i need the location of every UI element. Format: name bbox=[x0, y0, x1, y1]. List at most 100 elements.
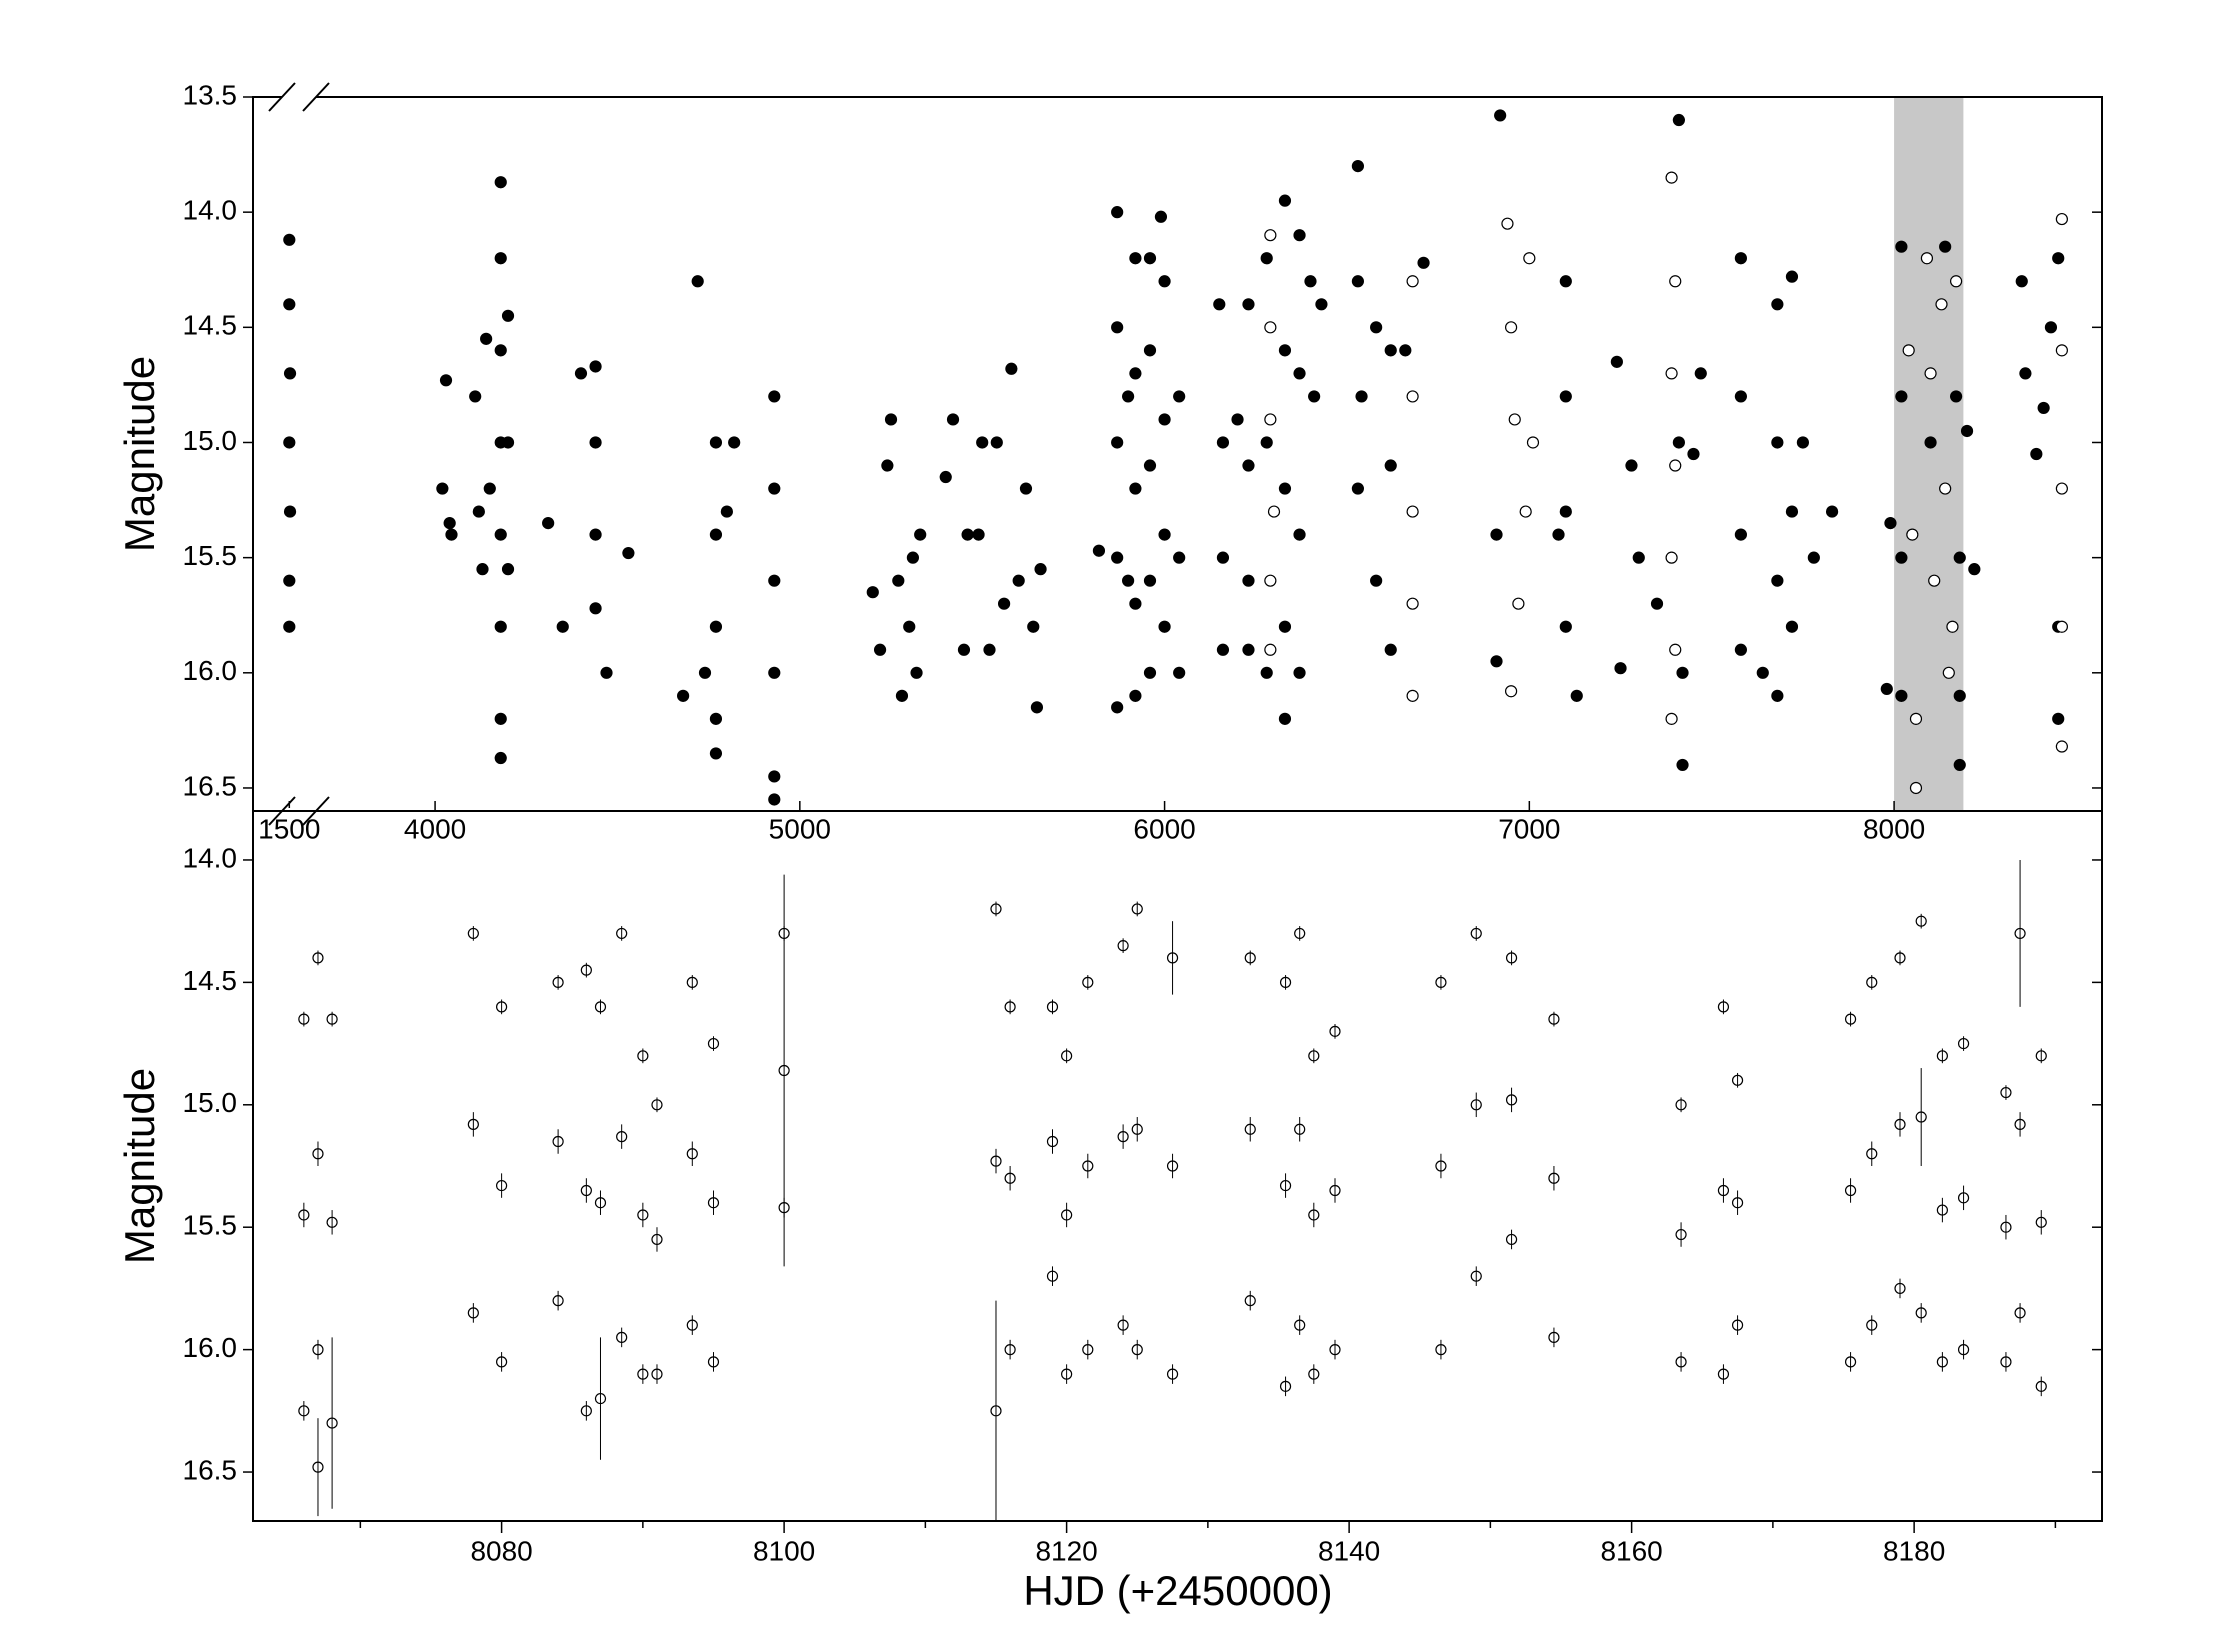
y-tick-label: 14.5 bbox=[183, 965, 238, 996]
data-point bbox=[1294, 927, 1306, 940]
data-point bbox=[1082, 1344, 1094, 1356]
axis-break-mark bbox=[268, 82, 296, 112]
data-point bbox=[1117, 1319, 1129, 1331]
data-point bbox=[707, 1356, 720, 1368]
data-point bbox=[1625, 459, 1638, 472]
data-point bbox=[1278, 620, 1292, 633]
x-tick-label: 5000 bbox=[769, 813, 831, 844]
data-point bbox=[283, 367, 297, 380]
data-point bbox=[1756, 666, 1769, 679]
data-point bbox=[1915, 915, 1927, 927]
y-tick-label: 14.5 bbox=[183, 310, 238, 341]
data-point bbox=[1329, 1184, 1341, 1197]
data-point bbox=[1355, 390, 1368, 403]
data-point bbox=[1665, 712, 1678, 725]
y-tick-label: 13.5 bbox=[183, 79, 238, 110]
data-point bbox=[1771, 689, 1784, 702]
data-point bbox=[594, 1392, 607, 1405]
data-point bbox=[707, 1197, 720, 1209]
data-point bbox=[1131, 1123, 1143, 1135]
data-point bbox=[552, 1295, 564, 1307]
data-point bbox=[1158, 528, 1171, 541]
data-point bbox=[1936, 1356, 1948, 1368]
data-point bbox=[1920, 252, 1934, 265]
data-point bbox=[1953, 551, 1966, 564]
data-point bbox=[436, 482, 449, 495]
data-point bbox=[1019, 482, 1033, 495]
data-point bbox=[768, 482, 781, 495]
data-point bbox=[707, 1037, 720, 1050]
data-point bbox=[1117, 1131, 1129, 1143]
y-tick-label: 16.5 bbox=[183, 770, 238, 801]
data-point bbox=[768, 666, 781, 679]
data-point bbox=[1034, 563, 1047, 576]
data-point bbox=[1264, 229, 1277, 242]
data-point bbox=[1046, 1001, 1059, 1013]
data-point bbox=[326, 1216, 338, 1228]
data-point bbox=[768, 770, 781, 783]
data-point bbox=[283, 436, 296, 449]
data-point bbox=[2000, 1221, 2012, 1233]
data-point bbox=[957, 643, 971, 656]
data-point bbox=[1866, 976, 1878, 988]
data-point bbox=[1552, 528, 1565, 541]
data-point bbox=[1111, 551, 1124, 564]
data-point bbox=[1669, 275, 1682, 288]
data-point bbox=[1027, 620, 1040, 633]
data-point bbox=[1902, 344, 1915, 357]
data-point bbox=[494, 712, 507, 725]
data-point bbox=[1548, 1331, 1560, 1343]
data-point bbox=[472, 505, 485, 518]
data-point bbox=[1650, 597, 1664, 610]
data-point bbox=[720, 505, 733, 518]
data-point bbox=[439, 374, 453, 387]
x-tick-label: 8160 bbox=[1600, 1535, 1662, 1566]
data-point bbox=[1012, 574, 1025, 587]
data-point bbox=[1030, 701, 1044, 714]
data-point bbox=[939, 470, 952, 484]
x-tick-label: 7000 bbox=[1498, 813, 1560, 844]
data-point bbox=[1242, 459, 1255, 472]
data-point bbox=[1264, 321, 1277, 334]
data-point bbox=[1523, 252, 1536, 265]
data-point bbox=[283, 620, 296, 633]
data-point bbox=[476, 563, 489, 576]
data-point bbox=[1129, 597, 1142, 610]
data-point bbox=[1924, 367, 1937, 380]
data-point bbox=[494, 252, 507, 265]
data-point bbox=[1173, 390, 1186, 403]
data-point bbox=[1004, 1001, 1016, 1013]
data-point bbox=[2019, 367, 2032, 380]
data-point bbox=[1676, 758, 1689, 772]
data-point bbox=[903, 620, 916, 633]
data-point bbox=[1844, 1184, 1857, 1197]
data-point bbox=[1844, 1356, 1857, 1368]
data-point bbox=[616, 1131, 628, 1143]
data-point bbox=[445, 528, 458, 541]
data-point bbox=[1717, 1001, 1730, 1013]
x-axis-title: HJD (+2450000) bbox=[1023, 1567, 1332, 1614]
data-point bbox=[1264, 413, 1277, 426]
data-point bbox=[709, 528, 723, 541]
data-point bbox=[884, 413, 898, 426]
data-point bbox=[1936, 1050, 1948, 1062]
data-point bbox=[1244, 952, 1256, 964]
data-point bbox=[494, 176, 507, 189]
data-point bbox=[1866, 1319, 1878, 1331]
data-point bbox=[326, 1013, 338, 1025]
data-point bbox=[1111, 701, 1124, 714]
data-point bbox=[2000, 1086, 2012, 1099]
data-point bbox=[1244, 1295, 1256, 1307]
data-point bbox=[1143, 252, 1157, 265]
data-point bbox=[1131, 1344, 1143, 1356]
data-point bbox=[312, 1344, 324, 1356]
data-point bbox=[1158, 620, 1171, 633]
data-point bbox=[1046, 1135, 1059, 1148]
data-point bbox=[1771, 574, 1784, 587]
data-point bbox=[1614, 662, 1627, 675]
data-point bbox=[866, 586, 879, 599]
data-point bbox=[1508, 413, 1521, 426]
data-point bbox=[480, 332, 493, 345]
data-point bbox=[1717, 1368, 1730, 1380]
